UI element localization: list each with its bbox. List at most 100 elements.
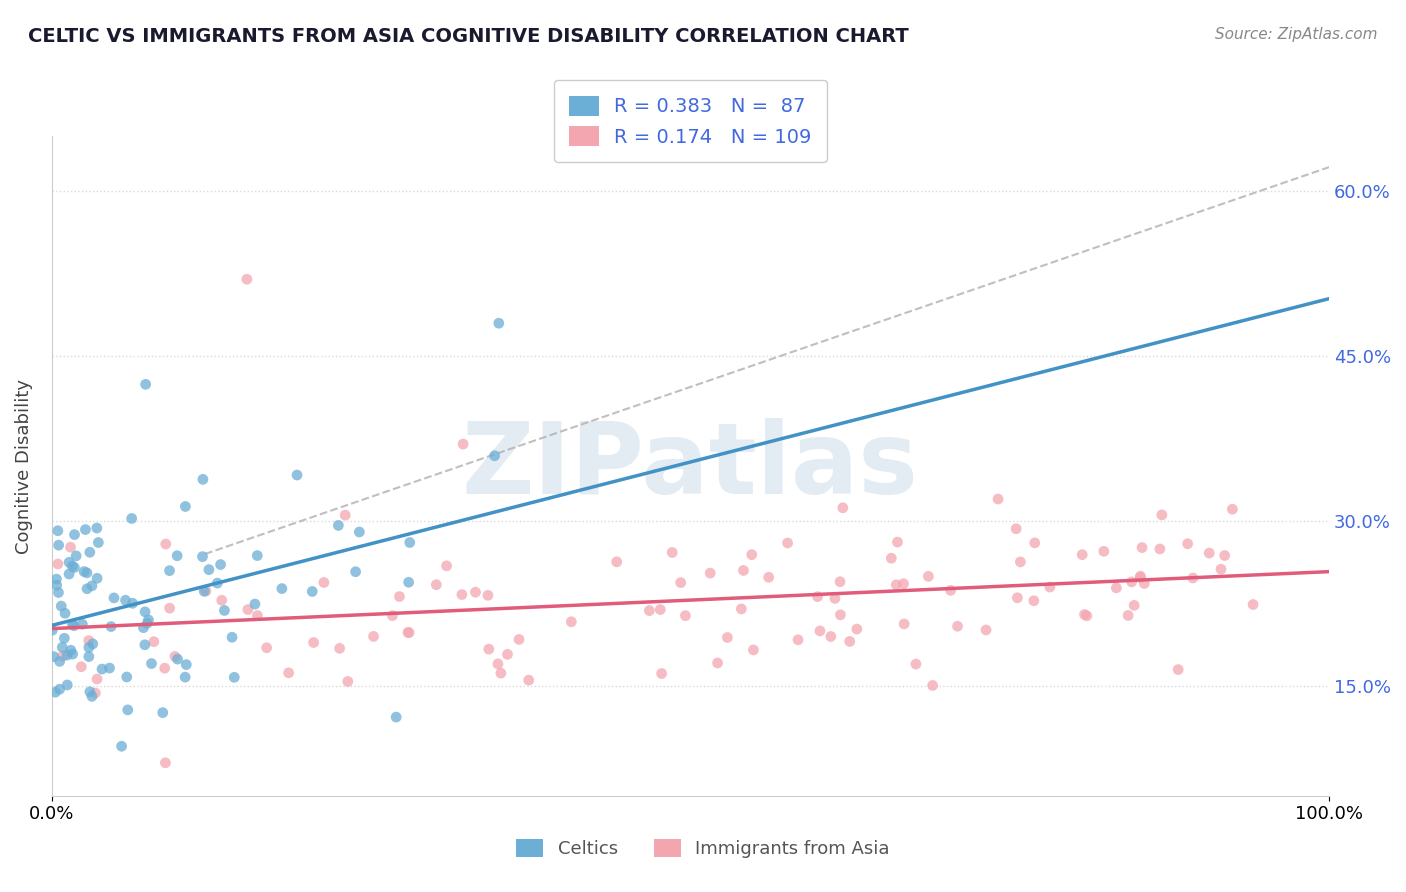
Point: [1121, 574, 1143, 589]
Point: [46, 557, 69, 571]
Point: [328, 518, 350, 533]
Point: [46, 524, 69, 538]
Point: [820, 630, 842, 644]
Point: [776, 536, 799, 550]
Point: [132, 621, 155, 635]
Point: [884, 578, 907, 592]
Point: [58, 555, 80, 569]
Point: [174, 500, 197, 514]
Text: ZIPatlas: ZIPatlas: [463, 417, 918, 515]
Point: [136, 616, 159, 631]
Point: [236, 272, 259, 286]
Point: [451, 588, 474, 602]
Point: [256, 640, 278, 655]
Point: [396, 625, 419, 640]
Point: [79, 685, 101, 699]
Point: [830, 607, 852, 622]
Point: [1039, 580, 1062, 594]
Point: [70, 659, 93, 673]
Point: [730, 602, 752, 616]
Point: [63, 527, 86, 541]
Point: [75, 523, 97, 537]
Point: [117, 703, 139, 717]
Point: [398, 535, 420, 549]
Point: [845, 622, 868, 636]
Point: [974, 623, 997, 637]
Point: [80, 690, 103, 704]
Point: [344, 565, 367, 579]
Point: [166, 549, 188, 563]
Point: [1071, 548, 1094, 562]
Point: [207, 576, 229, 591]
Point: [1129, 569, 1152, 583]
Point: [209, 558, 232, 572]
Point: [65, 549, 87, 563]
Point: [824, 591, 846, 606]
Point: [517, 673, 540, 687]
Point: [80, 579, 103, 593]
Point: [398, 625, 420, 640]
Point: [141, 657, 163, 671]
Point: [42, 649, 65, 664]
Point: [880, 551, 903, 566]
Point: [87, 535, 110, 549]
Point: [53, 632, 76, 646]
Point: [398, 575, 420, 590]
Point: [53, 607, 76, 621]
Point: [1177, 537, 1199, 551]
Point: [477, 588, 499, 602]
Text: CELTIC VS IMMIGRANTS FROM ASIA COGNITIVE DISABILITY CORRELATION CHART: CELTIC VS IMMIGRANTS FROM ASIA COGNITIVE…: [28, 27, 908, 45]
Point: [484, 449, 506, 463]
Point: [59, 643, 82, 657]
Point: [45, 572, 67, 586]
Point: [886, 535, 908, 549]
Point: [211, 593, 233, 607]
Point: [425, 578, 447, 592]
Point: [176, 657, 198, 672]
Point: [1076, 608, 1098, 623]
Point: [1149, 541, 1171, 556]
Point: [1123, 599, 1146, 613]
Point: [806, 590, 828, 604]
Point: [1024, 536, 1046, 550]
Point: [1181, 571, 1204, 585]
Point: [56, 648, 79, 662]
Point: [56, 678, 79, 692]
Point: [86, 672, 108, 686]
Point: [198, 563, 221, 577]
Point: [496, 648, 519, 662]
Point: [939, 583, 962, 598]
Point: [77, 633, 100, 648]
Point: [285, 468, 308, 483]
Point: [1007, 591, 1029, 605]
Point: [153, 661, 176, 675]
Point: [946, 619, 969, 633]
Point: [236, 602, 259, 616]
Point: [733, 564, 755, 578]
Point: [48, 538, 70, 552]
Point: [1150, 508, 1173, 522]
Point: [86, 571, 108, 585]
Point: [1005, 522, 1028, 536]
Point: [91, 662, 114, 676]
Point: [193, 584, 215, 599]
Point: [650, 602, 672, 616]
Point: [135, 377, 157, 392]
Point: [60, 559, 83, 574]
Point: [302, 635, 325, 649]
Point: [716, 631, 738, 645]
Point: [560, 615, 582, 629]
Point: [58, 566, 80, 581]
Point: [191, 549, 214, 564]
Point: [1130, 541, 1153, 555]
Point: [62, 647, 84, 661]
Point: [1010, 555, 1032, 569]
Point: [77, 649, 100, 664]
Point: [62, 617, 84, 632]
Point: [1222, 502, 1244, 516]
Point: [166, 652, 188, 666]
Point: [638, 604, 661, 618]
Point: [741, 548, 763, 562]
Point: [893, 576, 915, 591]
Point: [651, 666, 673, 681]
